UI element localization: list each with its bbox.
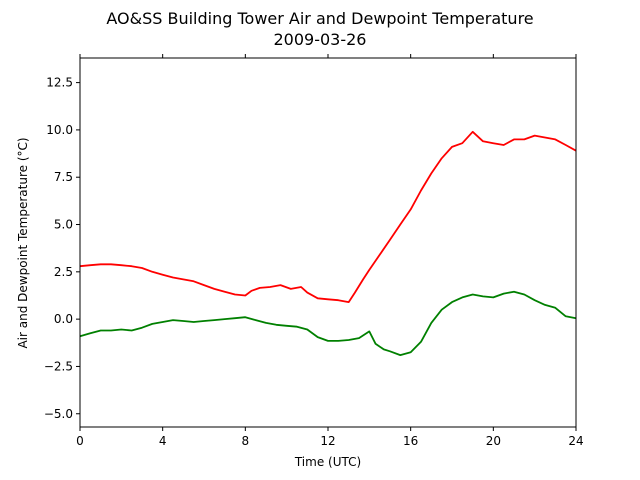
y-axis-label: Air and Dewpoint Temperature (°C)	[16, 137, 30, 348]
y-tick-label: 0.0	[54, 312, 73, 326]
y-tick-label: 10.0	[46, 123, 73, 137]
x-axis-label: Time (UTC)	[294, 455, 361, 469]
x-tick-label: 20	[486, 434, 501, 448]
x-tick-label: 12	[320, 434, 335, 448]
series-layer	[79, 130, 577, 356]
y-tick-label: 12.5	[46, 76, 73, 90]
y-axis-ticks: −5.0 −2.5 0.0 2.5 5.0 7.5 10.0 12.5	[44, 76, 80, 421]
x-axis-ticks: 0 4 8 12 16 20 24	[76, 54, 584, 448]
x-tick-label: 8	[242, 434, 250, 448]
x-tick-label: 4	[159, 434, 167, 448]
y-tick-label: 7.5	[54, 170, 73, 184]
x-tick-label: 16	[403, 434, 418, 448]
plot-frame	[79, 57, 577, 428]
x-tick-label: 0	[76, 434, 84, 448]
x-tick-label: 24	[568, 434, 583, 448]
y-tick-label: 2.5	[54, 265, 73, 279]
air-temperature-line	[79, 130, 577, 303]
dewpoint-temperature-line	[79, 290, 577, 356]
chart-subtitle: 2009-03-26	[274, 30, 367, 49]
y-tick-label: −5.0	[44, 407, 73, 421]
y-tick-label: 5.0	[54, 218, 73, 232]
y-tick-label: −2.5	[44, 359, 73, 373]
chart-title: AO&SS Building Tower Air and Dewpoint Te…	[106, 9, 533, 28]
